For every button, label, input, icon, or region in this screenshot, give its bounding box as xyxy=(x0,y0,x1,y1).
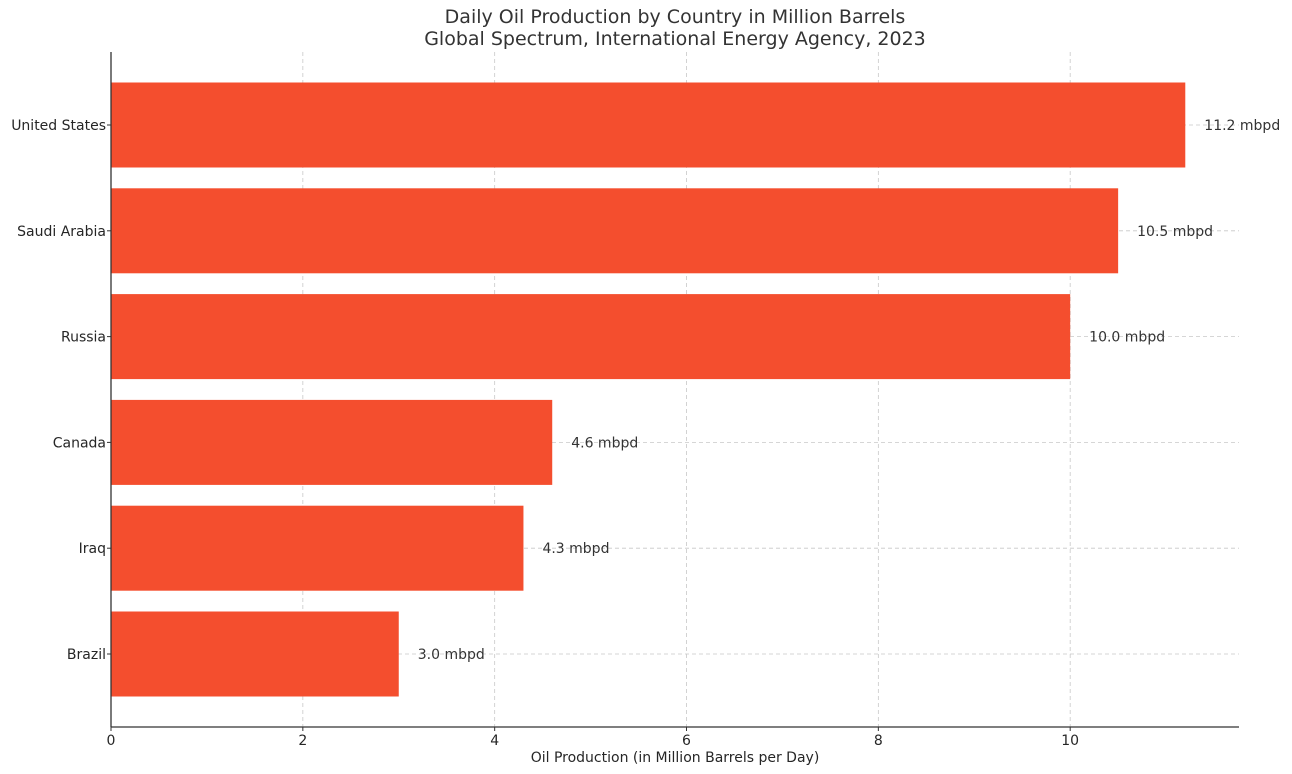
y-tick-label: Iraq xyxy=(79,541,106,557)
y-tick-label: Canada xyxy=(53,435,106,451)
x-tick-label: 0 xyxy=(107,733,116,749)
chart-subtitle: Global Spectrum, International Energy Ag… xyxy=(424,28,926,50)
data-label: 3.0 mbpd xyxy=(418,647,485,663)
x-axis-label: Oil Production (in Million Barrels per D… xyxy=(531,750,820,766)
bar[interactable] xyxy=(111,399,553,485)
data-label: 11.2 mbpd xyxy=(1204,118,1280,134)
y-tick-label: Russia xyxy=(61,330,106,346)
data-label: 4.6 mbpd xyxy=(571,435,638,451)
y-tick-label: United States xyxy=(11,118,106,134)
y-tick-label: Saudi Arabia xyxy=(17,224,106,240)
bars: 11.2 mbpd 10.5 mbpd 10.0 mbpd 4.6 mbpd 4.3 m… xyxy=(111,82,1280,697)
bar[interactable] xyxy=(111,505,524,591)
data-label: 10.5 mbpd xyxy=(1137,224,1213,240)
data-label: 4.3 mbpd xyxy=(542,541,609,557)
y-tick-label: Brazil xyxy=(67,647,106,663)
chart-title: Daily Oil Production by Country in Milli… xyxy=(445,6,906,28)
bar[interactable] xyxy=(111,82,1186,168)
axes: United States Saudi Arabia Russia Canada Ira… xyxy=(11,52,1239,749)
bar[interactable] xyxy=(111,294,1071,380)
bar[interactable] xyxy=(111,188,1119,274)
bar[interactable] xyxy=(111,611,399,697)
x-tick-label: 6 xyxy=(682,733,691,749)
x-tick-label: 2 xyxy=(298,733,307,749)
x-tick-label: 8 xyxy=(874,733,883,749)
x-tick-label: 10 xyxy=(1061,733,1079,749)
data-label: 10.0 mbpd xyxy=(1089,330,1165,346)
x-tick-label: 4 xyxy=(490,733,499,749)
